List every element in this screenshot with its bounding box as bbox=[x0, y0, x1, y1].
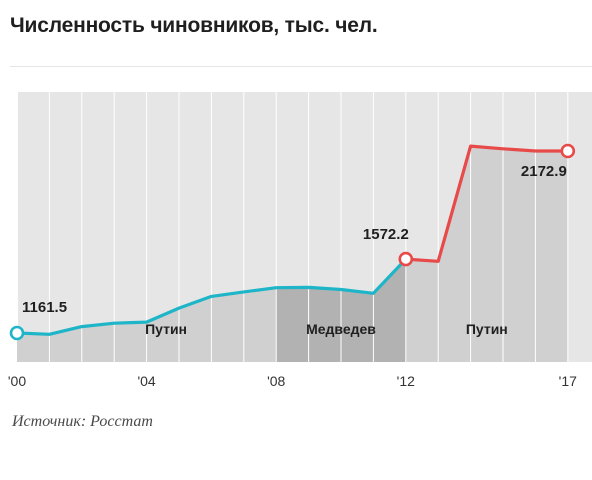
title-divider bbox=[10, 66, 592, 67]
data-label-1: 1161.5 bbox=[22, 299, 67, 316]
x-tick-label-2: '04 bbox=[137, 373, 155, 389]
data-label-2: 1572.2 bbox=[363, 226, 409, 243]
x-tick-label-3: '08 bbox=[267, 373, 285, 389]
series-line-1 bbox=[15, 257, 408, 336]
x-tick-label-5: '17 bbox=[559, 373, 577, 389]
data-point-3 bbox=[560, 143, 576, 159]
series-line-2 bbox=[404, 144, 570, 263]
period-area-3 bbox=[405, 146, 568, 362]
x-tick-label-1: '00 bbox=[8, 373, 26, 389]
chart-title: Численность чиновников, тыс. чел. bbox=[10, 14, 378, 37]
period-label-3: Путин bbox=[466, 321, 508, 337]
data-label-3: 2172.9 bbox=[521, 163, 567, 180]
source-note: Источник: Росстат bbox=[12, 413, 153, 430]
x-tick-label-4: '12 bbox=[397, 373, 415, 389]
period-label-2: Медведев bbox=[306, 321, 376, 337]
period-label-1: Путин bbox=[145, 321, 187, 337]
data-point-2 bbox=[398, 251, 414, 267]
data-point-1 bbox=[9, 325, 25, 341]
